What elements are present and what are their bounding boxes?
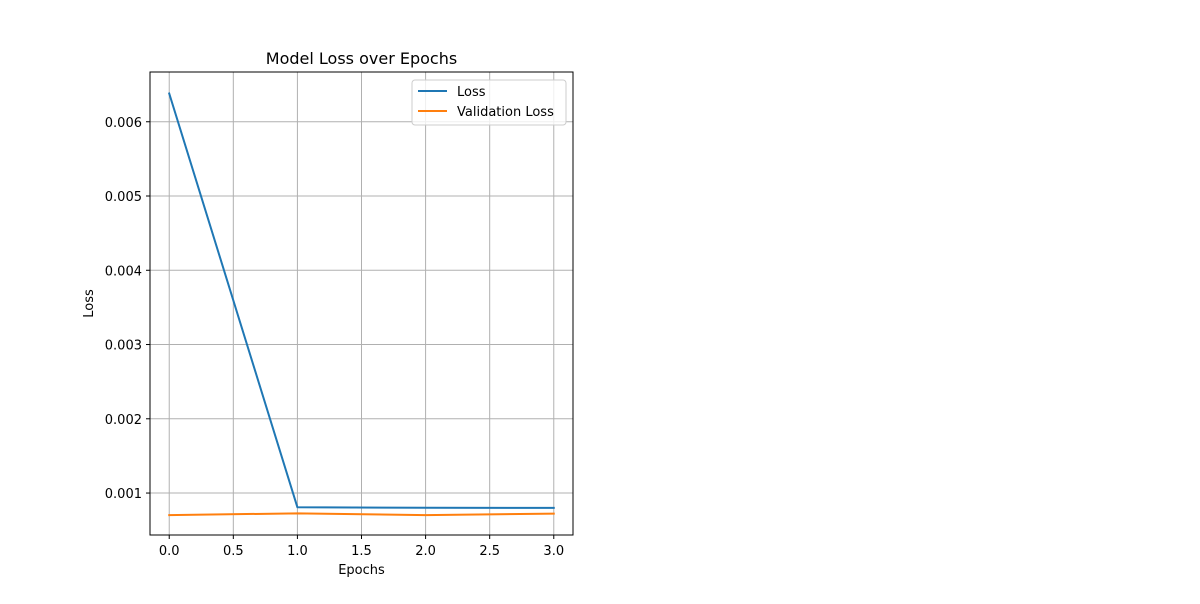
series-line-validation-loss xyxy=(168,512,555,517)
legend-label-validation-loss: Validation Loss xyxy=(457,105,554,120)
legend-label-loss: Loss xyxy=(457,85,486,100)
x-axis-label: Epochs xyxy=(338,563,385,578)
series-line-loss xyxy=(167,92,555,509)
x-axis-ticks: 0.0 0.5 1.0 1.5 2.0 2.5 3.0 xyxy=(159,535,564,559)
x-tick-label: 0.5 xyxy=(223,544,244,559)
y-tick-label: 0.003 xyxy=(105,339,142,354)
chart-title: Model Loss over Epochs xyxy=(266,49,457,68)
y-tick-label: 0.006 xyxy=(105,116,142,131)
x-tick-label: 1.0 xyxy=(287,544,308,559)
y-tick-label: 0.005 xyxy=(105,190,142,205)
x-tick-label: 2.5 xyxy=(479,544,500,559)
y-tick-label: 0.002 xyxy=(105,413,142,428)
y-axis-label: Loss xyxy=(82,289,97,318)
x-tick-label: 2.0 xyxy=(415,544,436,559)
y-tick-label: 0.001 xyxy=(105,487,142,502)
x-tick-label: 3.0 xyxy=(543,544,564,559)
legend-box xyxy=(411,79,567,126)
x-tick-label: 0.0 xyxy=(159,544,180,559)
y-tick-label: 0.004 xyxy=(105,264,142,279)
x-tick-label: 1.5 xyxy=(351,544,372,559)
series-lines xyxy=(167,92,555,517)
legend: Loss Validation Loss xyxy=(411,79,567,126)
y-axis-ticks: 0.001 0.002 0.003 0.004 0.005 0.006 xyxy=(105,116,150,502)
